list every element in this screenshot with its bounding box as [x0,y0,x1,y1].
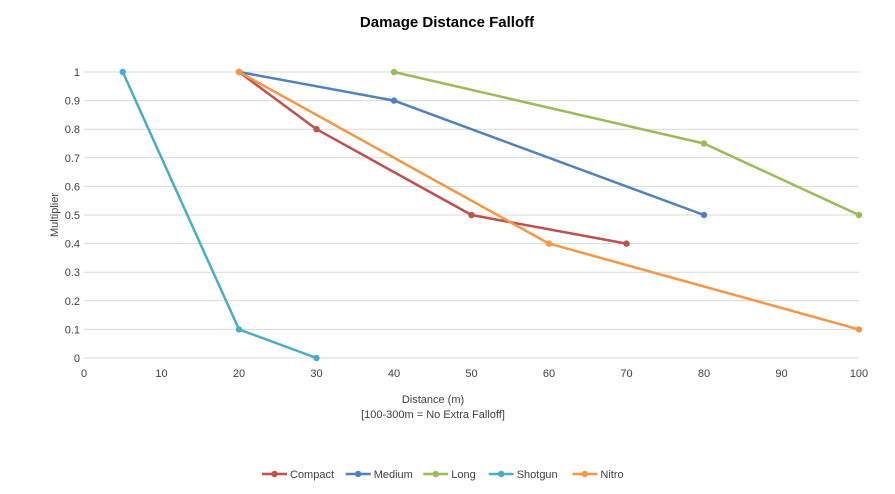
data-point-long [855,211,863,219]
x-axis-note: [100-300m = No Extra Falloff] [361,409,505,421]
data-point-compact [468,211,475,219]
y-tick-label: 0.5 [65,210,80,222]
x-tick-label: 60 [543,368,555,380]
data-point-long [700,140,708,147]
y-tick-label: 1 [74,67,80,79]
legend-item-nitro: Nitro [572,469,624,481]
data-point-compact [623,240,630,247]
series-medium [235,68,708,219]
y-tick-label: 0.2 [65,296,80,308]
x-tick-label: 40 [388,368,400,380]
data-point-shotgun [235,326,243,333]
data-point-nitro [855,326,863,333]
x-tick-label: 50 [465,368,477,380]
x-tick-label: 0 [81,368,87,380]
data-point-shotgun [119,68,126,76]
x-axis-ticks: 0 10 20 30 40 50 60 70 80 90 100 [81,368,868,380]
series-line-medium [237,70,706,217]
x-tick-label: 70 [620,368,632,380]
x-tick-label: 100 [850,368,868,380]
y-tick-label: 0.6 [65,181,80,193]
data-point-nitro [545,240,553,247]
data-point-medium [390,97,398,104]
x-tick-label: 90 [775,368,787,380]
y-axis-label: Multiplier [49,193,61,237]
legend-item-shotgun: Shotgun [488,469,558,481]
legend-swatch-marker [432,470,439,478]
series-long [390,68,863,219]
x-tick-label: 10 [155,368,167,380]
series-lines [119,68,863,362]
chart-title: Damage Distance Falloff [360,14,535,31]
legend-swatch-marker [498,470,505,478]
legend-item-long: Long [423,469,476,481]
legend: Compact Medium Long Shotgun Nitro [262,469,624,481]
data-point-nitro [235,68,243,76]
y-tick-label: 0.1 [65,324,80,336]
legend-label: Compact [290,469,334,481]
y-tick-label: 0.8 [65,124,80,136]
legend-swatch-marker [271,470,278,478]
series-nitro [235,68,863,333]
legend-label: Shotgun [517,469,558,481]
data-point-shotgun [313,354,320,362]
data-point-medium [700,211,708,219]
series-line-compact [237,70,628,245]
y-tick-label: 0.9 [65,96,80,108]
data-point-compact [313,126,320,133]
legend-swatch-marker [355,470,362,478]
y-tick-label: 0.7 [65,153,80,165]
x-tick-label: 20 [233,368,245,380]
legend-item-medium: Medium [345,469,413,481]
legend-item-compact: Compact [262,469,334,481]
data-point-long [390,68,398,76]
y-tick-label: 0 [74,353,80,365]
y-axis-ticks: 0 0.1 0.2 0.3 0.4 0.5 0.6 0.7 0.8 0.9 1 [65,67,80,365]
series-line-nitro [237,70,861,331]
x-axis-label: Distance (m) [402,394,464,406]
y-tick-label: 0.3 [65,267,80,279]
x-tick-label: 30 [310,368,322,380]
y-tick-label: 0.4 [65,239,80,251]
legend-label: Medium [374,469,413,481]
legend-swatch-marker [581,470,589,478]
series-shotgun [119,68,320,362]
legend-label: Nitro [600,469,623,481]
series-line-long [392,70,861,217]
x-tick-label: 80 [698,368,710,380]
legend-label: Long [451,469,475,481]
